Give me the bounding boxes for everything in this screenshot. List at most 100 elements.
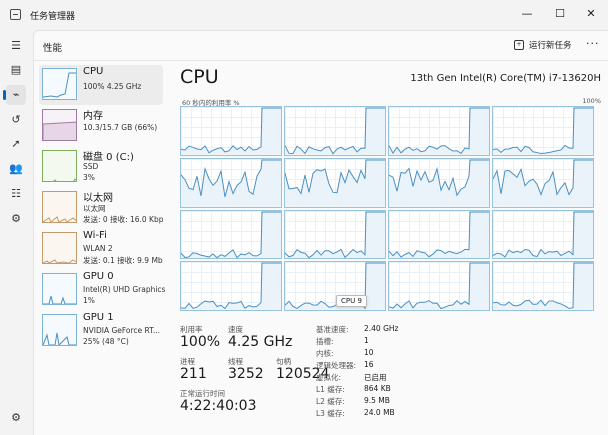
gpu0-thumbnail [42, 273, 77, 305]
spec-key: L3 缓存: [316, 409, 345, 418]
cpu-detail: CPU 13th Gen Intel(R) Core(TM) i7-13620H… [180, 63, 605, 435]
device-detail: SSD [83, 162, 99, 171]
spec-key: 虚拟化: [316, 373, 342, 382]
hamburger-icon[interactable]: ☰ [11, 39, 21, 52]
device-detail: 100% 4.25 GHz [83, 82, 142, 91]
device-gpu1[interactable]: GPU 1 NVIDIA GeForce RT... 25% (48 °C) [39, 311, 163, 351]
device-wifi[interactable]: Wi-Fi WLAN 2 发送: 0.1 接收: 9.9 Mb [39, 229, 163, 269]
processes-label: 进程 [180, 357, 195, 366]
speed-label: 速度 [228, 325, 243, 334]
device-detail-2: 发送: 0 接收: 16.0 Kbp [83, 215, 164, 224]
device-list: CPU 100% 4.25 GHz 内存 10.3/15.7 GB (66%) … [34, 63, 174, 435]
gpu1-thumbnail [42, 314, 77, 346]
device-name: 以太网 [83, 193, 113, 204]
device-name: 内存 [83, 111, 103, 122]
graph-max-label: 100% [582, 97, 601, 105]
ethernet-thumbnail [42, 191, 77, 223]
device-name: CPU [83, 66, 104, 77]
speed-value: 4.25 GHz [228, 334, 293, 350]
device-detail-2: 3% [83, 173, 95, 182]
uptime-label: 正常运行时间 [180, 389, 225, 398]
device-gpu0[interactable]: GPU 0 Intel(R) UHD Graphics 1% [39, 270, 166, 310]
spec-value: 1 [364, 336, 369, 345]
cpu-core-graph [284, 209, 386, 260]
device-cpu[interactable]: CPU 100% 4.25 GHz [39, 65, 163, 105]
settings-icon[interactable]: ⚙ [11, 411, 21, 424]
cpu-core-graph [492, 209, 594, 260]
cpu-core-graph [180, 157, 282, 208]
threads-value: 3252 [228, 366, 264, 382]
maximize-button[interactable]: ☐ [555, 7, 565, 20]
page-title: 性能 [43, 43, 63, 54]
cpu-core-graph [388, 106, 490, 156]
spec-key: 基准速度: [316, 325, 349, 334]
cpu-core-graph [180, 209, 282, 260]
cpu-core-graph [284, 261, 386, 311]
run-new-task-button[interactable]: + 运行新任务 [514, 39, 572, 51]
spec-value: 2.40 GHz [364, 324, 399, 333]
main-panel: 性能 + 运行新任务 ··· CPU 100% 4.25 GHz 内存 10.3… [33, 30, 608, 435]
processes-value: 211 [180, 366, 207, 382]
page-header: 性能 + 运行新任务 ··· [34, 31, 608, 61]
cpu-core-graph [284, 157, 386, 208]
wifi-thumbnail [42, 232, 77, 264]
spec-key: 插槽: [316, 337, 334, 346]
close-button[interactable]: ✕ [586, 7, 596, 20]
cpu-core-graph [180, 106, 282, 156]
threads-label: 线程 [228, 357, 243, 366]
spec-key: L2 缓存: [316, 397, 345, 406]
run-task-icon: + [514, 40, 524, 50]
disk-thumbnail [42, 150, 77, 182]
spec-key: 内核: [316, 349, 334, 358]
device-detail: Intel(R) UHD Graphics [83, 285, 166, 294]
device-name: Wi-Fi [83, 230, 107, 241]
utilization-value: 100% [180, 334, 221, 350]
cpu-thumbnail [42, 68, 77, 100]
cpu-core-graph [492, 157, 594, 208]
memory-thumbnail [42, 109, 77, 141]
minimize-button[interactable]: — [521, 7, 533, 20]
spec-value: 9.5 MB [364, 396, 390, 405]
spec-value: 24.0 MB [364, 408, 395, 417]
utilization-label: 利用率 [180, 325, 203, 334]
cpu-core-graph [180, 261, 282, 311]
cpu-core-graph [388, 261, 490, 311]
performance-icon[interactable]: ⌁ [3, 85, 26, 105]
title-bar: 任务管理器 — ☐ ✕ [0, 0, 608, 30]
users-icon[interactable]: 👥 [9, 162, 23, 175]
spec-value: 16 [364, 360, 374, 369]
services-icon[interactable]: ⚙ [11, 212, 21, 225]
window-title: 任务管理器 [30, 12, 76, 22]
nav-rail: ☰ ▤ ⌁ ↺ ➚ 👥 ☷ ⚙ ⚙ [0, 30, 33, 435]
graph-caption: 60 秒内的利用率 % [182, 99, 240, 107]
device-disk[interactable]: 磁盘 0 (C:) SSD 3% [39, 147, 163, 187]
cpu-model: 13th Gen Intel(R) Core(TM) i7-13620H [410, 73, 601, 84]
cpu-core-graph [492, 106, 594, 156]
uptime-value: 4:22:40:03 [180, 398, 257, 414]
device-name: 磁盘 0 (C:) [83, 152, 134, 163]
device-detail: 10.3/15.7 GB (66%) [83, 123, 158, 132]
cpu-core-graph [388, 157, 490, 208]
handles-value: 120524 [276, 366, 330, 382]
spec-value: 864 KB [364, 384, 391, 393]
task-manager-icon [10, 9, 21, 20]
more-options-button[interactable]: ··· [586, 37, 600, 50]
device-name: GPU 0 [83, 271, 114, 282]
startup-apps-icon[interactable]: ➚ [11, 137, 21, 150]
cpu-core-graph [492, 261, 594, 311]
device-detail: WLAN 2 [83, 244, 113, 253]
device-ethernet[interactable]: 以太网 以太网 发送: 0 接收: 16.0 Kbp [39, 188, 164, 228]
spec-key: L1 缓存: [316, 385, 345, 394]
device-detail-2: 发送: 0.1 接收: 9.9 Mb [83, 256, 163, 265]
processes-icon[interactable]: ▤ [10, 63, 22, 76]
cpu-core-graph [388, 209, 490, 260]
device-detail: NVIDIA GeForce RT... [83, 326, 161, 335]
cpu-core-graph [284, 106, 386, 156]
handles-label: 句柄 [276, 357, 291, 366]
device-detail-2: 1% [83, 296, 95, 305]
details-icon[interactable]: ☷ [11, 187, 21, 200]
device-memory[interactable]: 内存 10.3/15.7 GB (66%) [39, 106, 163, 146]
device-name: GPU 1 [83, 312, 114, 323]
logical-processor-grid [180, 106, 594, 311]
app-history-icon[interactable]: ↺ [11, 113, 21, 126]
